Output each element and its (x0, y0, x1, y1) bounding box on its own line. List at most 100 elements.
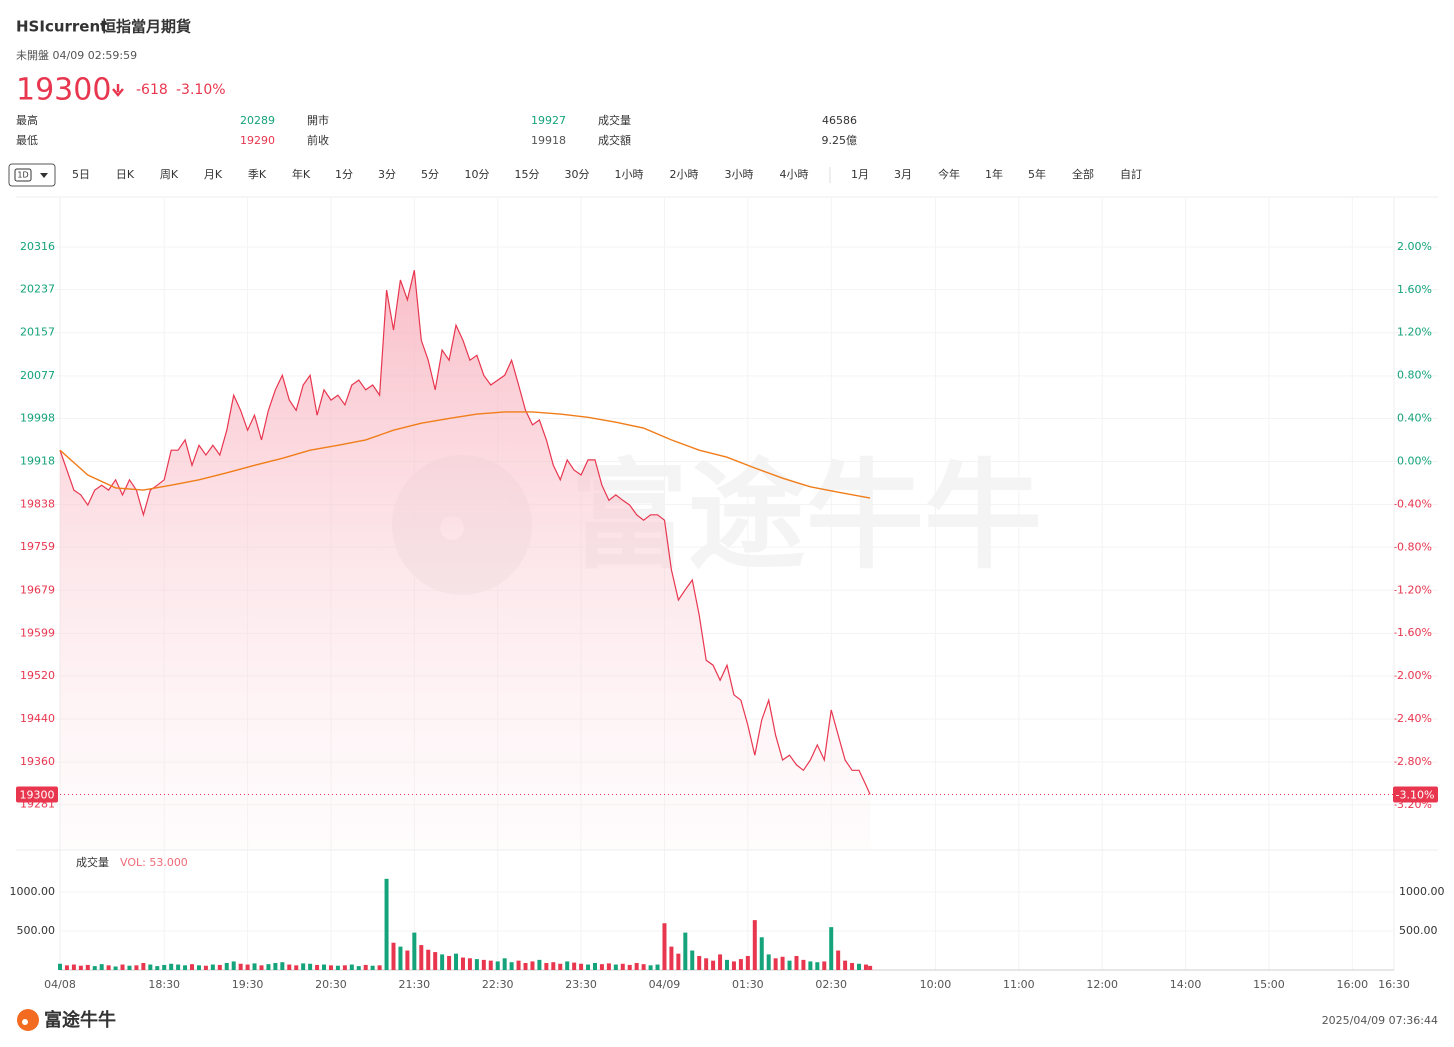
area-fill (60, 270, 871, 850)
volume-bar (440, 954, 445, 970)
volume-bar (301, 963, 306, 970)
volume-bar (516, 960, 521, 970)
volume-bar (822, 961, 827, 970)
volume-bar (676, 953, 681, 970)
volume-bar (599, 964, 604, 970)
volume-bar (384, 878, 389, 970)
volume-bar (766, 954, 771, 970)
volume-bar (266, 964, 271, 970)
volume-legend: VOL: 53.000 (120, 856, 188, 869)
tab[interactable]: 日K (116, 168, 135, 181)
tab[interactable]: 4小時 (780, 168, 809, 181)
status: 未開盤 04/09 02:59:59 (16, 49, 137, 62)
volume-bar (245, 964, 250, 970)
volume-bar (794, 955, 799, 970)
volume-bar (558, 963, 563, 970)
y-tick-label: 500.00 (17, 924, 56, 937)
tab[interactable]: 5年 (1028, 167, 1046, 181)
volume-bar (196, 965, 201, 970)
stat-label: 最高 (16, 113, 38, 127)
y2-tick-label: -2.80% (1393, 755, 1432, 768)
tab[interactable]: 自訂 (1120, 167, 1142, 181)
tab[interactable]: 3月 (894, 168, 912, 181)
volume-bar (481, 959, 486, 970)
tab[interactable]: 30分 (565, 168, 590, 181)
y2-tick-label: -0.80% (1393, 540, 1432, 553)
volume-bar (773, 958, 778, 970)
x-tick-label: 16:30 (1378, 978, 1410, 991)
volume-bar (58, 963, 62, 970)
volume-bar (363, 964, 368, 970)
tab[interactable]: 3分 (378, 168, 396, 181)
y-tick-label: 19998 (20, 411, 55, 424)
x-tick-label: 11:00 (1003, 978, 1035, 991)
volume-bar (711, 960, 716, 970)
x-tick-label: 22:30 (482, 978, 514, 991)
y2-tick-label: -2.40% (1393, 712, 1432, 725)
pct-tag (1393, 786, 1438, 803)
tab[interactable]: 周K (160, 168, 179, 181)
y2-tick-label: 0.80% (1397, 369, 1432, 382)
y2-tick-label: 500.00 (1399, 924, 1438, 937)
volume-bar (843, 960, 848, 970)
period-icon (14, 168, 32, 182)
volume-bar (808, 961, 813, 970)
tab[interactable]: 5日 (72, 168, 90, 181)
volume-bar (349, 964, 354, 970)
y-tick-label: 20316 (20, 240, 55, 253)
y-tick-label: 20077 (20, 369, 55, 382)
brand-logo (17, 1009, 39, 1031)
volume-bar (690, 950, 695, 970)
volume-bar (850, 962, 855, 970)
volume-bar (85, 964, 90, 970)
tab[interactable]: 5分 (421, 168, 439, 181)
volume-bar (183, 965, 188, 970)
y-tick-label: 19360 (20, 755, 55, 768)
y2-tick-label: -0.40% (1393, 497, 1432, 510)
symbol: HSIcurrent (16, 18, 107, 36)
x-tick-label: 20:30 (315, 978, 347, 991)
period-select[interactable] (8, 163, 56, 187)
volume-bar (460, 957, 465, 970)
volume-bar (801, 959, 806, 970)
tab[interactable]: 全部 (1072, 167, 1094, 181)
tab[interactable]: 15分 (515, 168, 540, 181)
tab[interactable]: 1D (17, 171, 28, 180)
tab[interactable]: 月K (204, 168, 223, 181)
volume-bar (634, 962, 639, 970)
volume-bar (530, 961, 535, 970)
y2-tick-label: 1000.00 (1399, 885, 1445, 898)
tab[interactable]: 1月 (851, 168, 869, 181)
volume-bar (704, 958, 709, 970)
volume-bar (662, 923, 667, 970)
volume-bar (92, 966, 97, 970)
volume-bar (280, 962, 285, 970)
volume-bar (780, 956, 785, 970)
stat-value: 20289 (240, 114, 275, 127)
tab[interactable]: 1分 (335, 168, 353, 181)
tab[interactable]: 3小時 (725, 168, 754, 181)
tab[interactable]: 10分 (465, 168, 490, 181)
volume-bar (447, 955, 452, 970)
tab[interactable]: 2小時 (670, 168, 699, 181)
stat-value: 9.25億 (822, 134, 858, 147)
tab[interactable]: 年K (292, 167, 311, 181)
volume-bar (669, 946, 674, 970)
x-tick-label: 04/09 (649, 978, 681, 991)
volume-bar (523, 962, 528, 970)
volume-bar (648, 965, 653, 970)
volume-bar (273, 962, 278, 970)
volume-bar (613, 964, 618, 970)
x-tick-label: 21:30 (398, 978, 430, 991)
y2-tick-label: -1.60% (1393, 626, 1432, 639)
tab[interactable]: 1小時 (615, 168, 644, 181)
y2-tick-label: 2.00% (1397, 240, 1432, 253)
y-tick-label: 1000.00 (10, 885, 56, 898)
tab[interactable]: 季K (248, 168, 267, 181)
tab[interactable]: 1年 (985, 167, 1003, 181)
tab[interactable]: 今年 (938, 167, 960, 181)
volume-bar (308, 963, 313, 970)
volume-bar (106, 965, 111, 970)
